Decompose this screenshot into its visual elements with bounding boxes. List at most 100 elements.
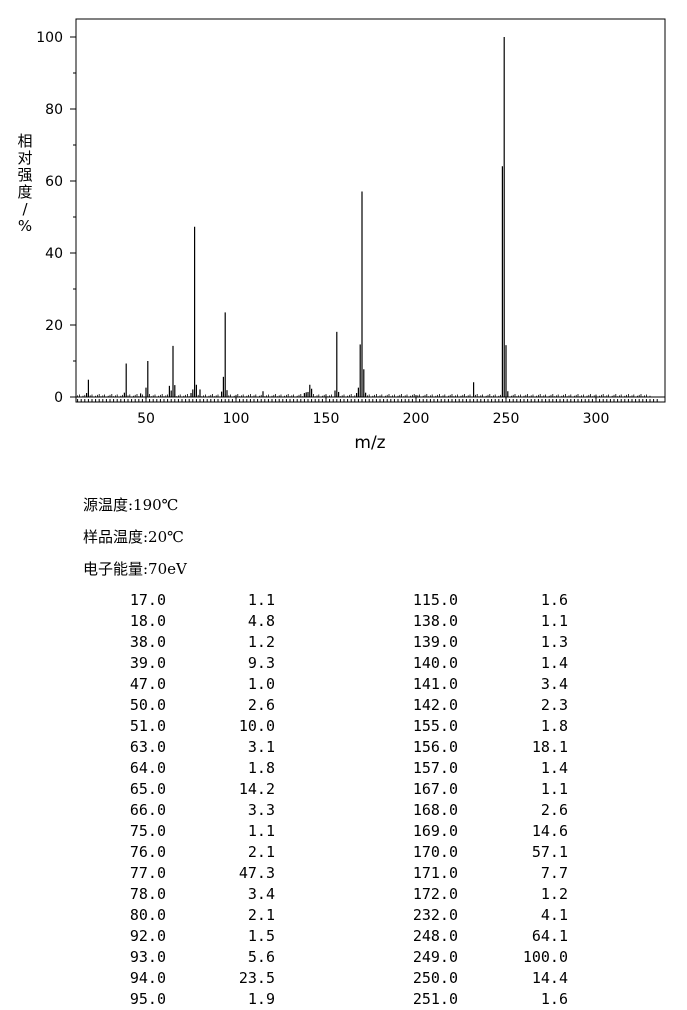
peak-mz: 251.0 — [412, 990, 458, 1008]
y-axis-ticks: 0 20 40 60 80 100 — [36, 30, 76, 406]
peak-row: 66.0 3.3 — [0, 800, 300, 821]
x-axis-ticks: 50 100 150 200 250 300 — [137, 395, 609, 427]
peak-abundance: 9.3 — [247, 654, 275, 672]
y-label-char: 强 — [17, 166, 32, 184]
y-tick-label: 60 — [45, 174, 63, 190]
peak-row: 170.0 57.1 — [300, 842, 600, 863]
peak-mz: 66.0 — [129, 801, 166, 819]
peak-row: 168.0 2.6 — [300, 800, 600, 821]
y-label-char: 相 — [17, 132, 32, 150]
peak-abundance: 1.2 — [540, 885, 568, 903]
peak-abundance: 3.4 — [247, 885, 275, 903]
peak-mz: 249.0 — [412, 948, 458, 966]
y-tick-label: 40 — [45, 246, 63, 262]
peak-row: 18.0 4.8 — [0, 611, 300, 632]
peak-row: 248.0 64.1 — [300, 926, 600, 947]
peak-row: 155.0 1.8 — [300, 716, 600, 737]
peak-mz: 39.0 — [129, 654, 166, 672]
peak-row: 156.0 18.1 — [300, 737, 600, 758]
peak-abundance: 14.4 — [531, 969, 568, 987]
peak-mz: 157.0 — [412, 759, 458, 777]
peak-row: 64.0 1.8 — [0, 758, 300, 779]
peak-row: 138.0 1.1 — [300, 611, 600, 632]
peak-row: 38.0 1.2 — [0, 632, 300, 653]
y-label-char: 对 — [17, 149, 32, 167]
peak-abundance: 5.6 — [247, 948, 275, 966]
peak-row: 63.0 3.1 — [0, 737, 300, 758]
peak-abundance: 100.0 — [522, 948, 568, 966]
peak-mz: 93.0 — [129, 948, 166, 966]
y-tick-label: 0 — [54, 390, 63, 406]
peak-mz: 141.0 — [412, 675, 458, 693]
y-label-char: 度 — [17, 183, 32, 201]
peak-row: 142.0 2.3 — [300, 695, 600, 716]
peak-row: 78.0 3.4 — [0, 884, 300, 905]
peak-mz: 168.0 — [412, 801, 458, 819]
peak-mz: 47.0 — [129, 675, 166, 693]
y-tick-label: 80 — [45, 102, 63, 118]
peak-mz: 250.0 — [412, 969, 458, 987]
peak-abundance: 1.3 — [540, 633, 568, 651]
peak-abundance: 1.6 — [540, 591, 568, 609]
peak-abundance: 10.0 — [238, 717, 275, 735]
peak-mz: 156.0 — [412, 738, 458, 756]
peak-row: 76.0 2.1 — [0, 842, 300, 863]
peak-abundance: 7.7 — [540, 864, 568, 882]
peak-abundance: 1.1 — [540, 780, 568, 798]
peak-table-right: 115.0 1.6 138.0 1.1 139.0 1.3 140.0 1.4 141.0 3.4… — [300, 590, 600, 1010]
peak-mz: 78.0 — [129, 885, 166, 903]
peak-abundance: 18.1 — [531, 738, 568, 756]
peak-mz: 18.0 — [129, 612, 166, 630]
peak-row: 167.0 1.1 — [300, 779, 600, 800]
peak-row: 250.0 14.4 — [300, 968, 600, 989]
peak-mz: 115.0 — [412, 591, 458, 609]
peak-mz: 51.0 — [129, 717, 166, 735]
peak-row: 95.0 1.9 — [0, 989, 300, 1010]
peak-abundance: 64.1 — [531, 927, 568, 945]
peak-row: 51.0 10.0 — [0, 716, 300, 737]
peak-abundance: 1.6 — [540, 990, 568, 1008]
peak-abundance: 4.1 — [540, 906, 568, 924]
peak-mz: 139.0 — [412, 633, 458, 651]
peak-row: 17.0 1.1 — [0, 590, 300, 611]
peak-abundance: 1.2 — [247, 633, 275, 651]
y-label-char: / — [22, 200, 28, 218]
y-axis-label: 相对强度/% — [17, 132, 32, 235]
peak-mz: 63.0 — [129, 738, 166, 756]
x-tick-label: 300 — [583, 411, 610, 427]
peak-abundance: 1.1 — [540, 612, 568, 630]
peak-row: 171.0 7.7 — [300, 863, 600, 884]
peak-row: 77.0 47.3 — [0, 863, 300, 884]
sample-temperature: 样品温度:20℃ — [83, 528, 184, 546]
y-label-char: % — [18, 217, 32, 235]
peak-mz: 138.0 — [412, 612, 458, 630]
baseline-noise — [76, 394, 665, 398]
peak-abundance: 3.1 — [247, 738, 275, 756]
peak-abundance: 57.1 — [531, 843, 568, 861]
peak-mz: 142.0 — [412, 696, 458, 714]
x-axis-label: m/z — [354, 433, 385, 453]
peak-abundance: 2.3 — [540, 696, 568, 714]
peak-abundance: 4.8 — [247, 612, 275, 630]
source-temperature: 源温度:190℃ — [83, 496, 179, 514]
x-tick-label: 50 — [137, 411, 155, 427]
peak-bars — [85, 37, 509, 397]
peak-mz: 171.0 — [412, 864, 458, 882]
peak-row: 251.0 1.6 — [300, 989, 600, 1010]
peak-abundance: 1.5 — [247, 927, 275, 945]
peak-abundance: 1.9 — [247, 990, 275, 1008]
peak-row: 249.0 100.0 — [300, 947, 600, 968]
peak-abundance: 14.6 — [531, 822, 568, 840]
peak-abundance: 14.2 — [238, 780, 275, 798]
peak-abundance: 3.4 — [540, 675, 568, 693]
peak-row: 141.0 3.4 — [300, 674, 600, 695]
peak-mz: 80.0 — [129, 906, 166, 924]
peak-mz: 169.0 — [412, 822, 458, 840]
peak-mz: 65.0 — [129, 780, 166, 798]
peak-mz: 172.0 — [412, 885, 458, 903]
peak-row: 169.0 14.6 — [300, 821, 600, 842]
peak-row: 232.0 4.1 — [300, 905, 600, 926]
x-tick-label: 150 — [313, 411, 340, 427]
peak-mz: 95.0 — [129, 990, 166, 1008]
peak-mz: 155.0 — [412, 717, 458, 735]
